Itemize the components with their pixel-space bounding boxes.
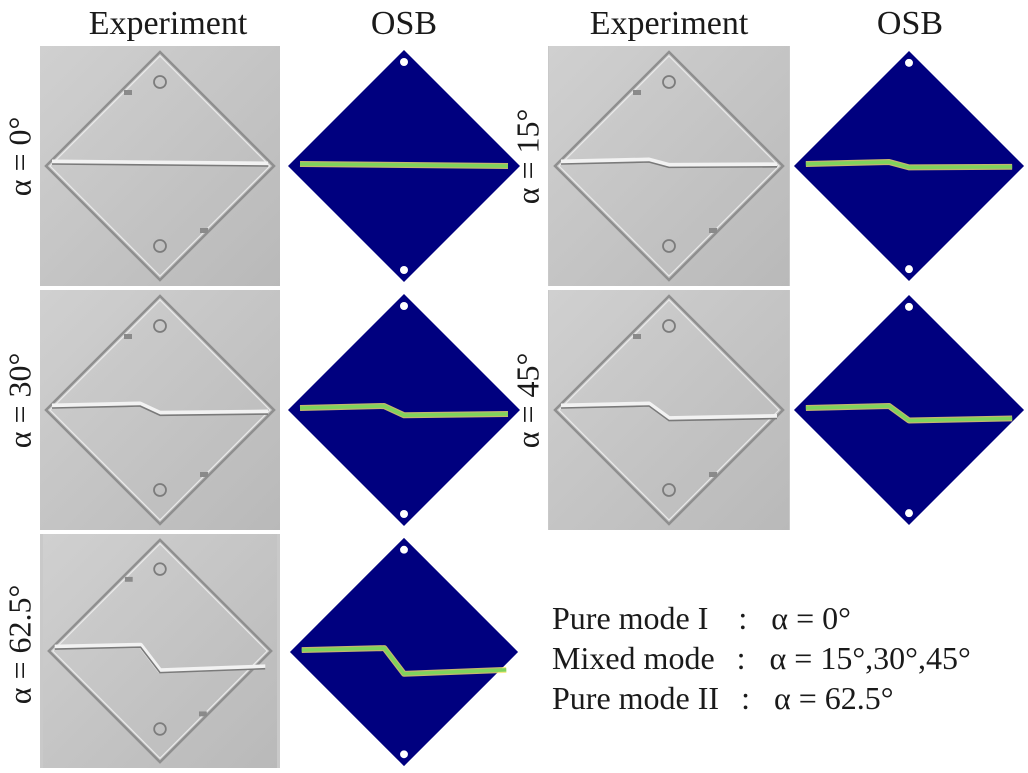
gauge-mark (633, 90, 641, 95)
gauge-mark (633, 334, 641, 339)
experiment-photo-a30 (40, 290, 280, 530)
specimen-edge-highlight (558, 299, 780, 521)
mode-legend: Pure mode I : α = 0° Mixed mode : α = 15… (552, 598, 971, 718)
legend-value: α = 62.5° (773, 680, 894, 716)
top-loading-hole (153, 562, 167, 576)
osb-crack-path (299, 404, 509, 418)
osb-top-hole (400, 545, 408, 554)
osb-crack-path (299, 162, 509, 168)
osb-top-hole (905, 58, 913, 67)
specimen-outline (44, 294, 276, 526)
osb-result-a15 (790, 46, 1028, 286)
legend-row-pure-mode-1: Pure mode I : α = 0° (552, 598, 971, 638)
legend-name: Pure mode I (552, 600, 709, 636)
legend-sep: : (736, 640, 746, 676)
gauge-mark (124, 90, 132, 95)
legend-value: α = 0° (771, 600, 851, 636)
crack-highlight (560, 401, 778, 422)
osb-bottom-hole (905, 265, 913, 274)
specimen-outline (553, 50, 785, 282)
gauge-mark (200, 228, 208, 233)
legend-row-mixed-mode: Mixed mode : α = 15°,30°,45° (552, 638, 971, 678)
photo-background (549, 290, 789, 530)
bottom-loading-hole (153, 483, 167, 497)
crack-highlight (51, 159, 269, 167)
osb-bottom-hole (400, 266, 408, 274)
osb-top-hole (905, 302, 913, 311)
legend-value: α = 15°,30°,45° (769, 640, 971, 676)
osb-result-a62 (284, 534, 524, 770)
specimen-outline (44, 50, 276, 282)
top-loading-hole (153, 75, 167, 89)
gauge-mark (709, 472, 717, 477)
crack-highlight (51, 401, 269, 416)
photo-background (43, 534, 277, 768)
crack-path (54, 646, 266, 674)
osb-specimen-domain (793, 294, 1025, 526)
experiment-photo-a45 (548, 290, 790, 530)
top-loading-hole (662, 319, 676, 333)
osb-crack-path (301, 646, 507, 676)
header-osb-right: OSB (876, 5, 944, 42)
header-experiment-right: Experiment (589, 5, 749, 42)
osb-crack-path (805, 404, 1013, 423)
label-alpha-62: α = 62.5° (1, 584, 38, 704)
osb-result-a30 (284, 290, 524, 530)
label-alpha-0: α = 0° (1, 116, 38, 196)
osb-top-hole (400, 58, 408, 66)
legend-sep: : (741, 680, 750, 716)
osb-crack-path (805, 160, 1013, 170)
gauge-mark (709, 228, 717, 233)
crack-path (560, 405, 778, 422)
top-loading-hole (153, 319, 167, 333)
specimen-edge-highlight (558, 55, 780, 277)
label-alpha-30: α = 30° (1, 352, 38, 448)
legend-name: Mixed mode (552, 640, 715, 676)
specimen-outline (47, 538, 273, 764)
specimen-edge-highlight (49, 55, 271, 277)
header-experiment-left: Experiment (88, 5, 248, 42)
gauge-mark (199, 711, 207, 717)
osb-result-a45 (790, 290, 1028, 530)
bottom-loading-hole (153, 239, 167, 253)
crack-highlight (54, 642, 266, 674)
osb-result-a0 (284, 46, 524, 286)
osb-bottom-hole (400, 510, 408, 518)
legend-sep: : (738, 600, 748, 636)
bottom-loading-hole (153, 722, 167, 736)
crack-path (560, 161, 778, 169)
bottom-loading-hole (662, 483, 676, 497)
experiment-photo-a0 (40, 46, 280, 286)
crack-path (51, 163, 269, 167)
gauge-mark (200, 472, 208, 477)
bottom-loading-hole (662, 239, 676, 253)
legend-row-pure-mode-2: Pure mode II : α = 62.5° (552, 678, 971, 718)
header-osb-left: OSB (370, 5, 438, 42)
gauge-mark (124, 334, 132, 339)
specimen-edge-highlight (51, 542, 269, 760)
osb-bottom-hole (905, 509, 913, 518)
experiment-photo-a15 (548, 46, 790, 286)
legend-name: Pure mode II (552, 680, 720, 716)
osb-specimen-domain (288, 294, 520, 526)
gauge-mark (124, 576, 133, 582)
crack-highlight (560, 157, 778, 168)
top-loading-hole (662, 75, 676, 89)
osb-top-hole (400, 302, 408, 310)
specimen-edge-highlight (49, 299, 271, 521)
osb-bottom-hole (400, 750, 408, 759)
experiment-photo-a62 (40, 534, 280, 768)
specimen-outline (553, 294, 785, 526)
crack-path (51, 405, 269, 417)
